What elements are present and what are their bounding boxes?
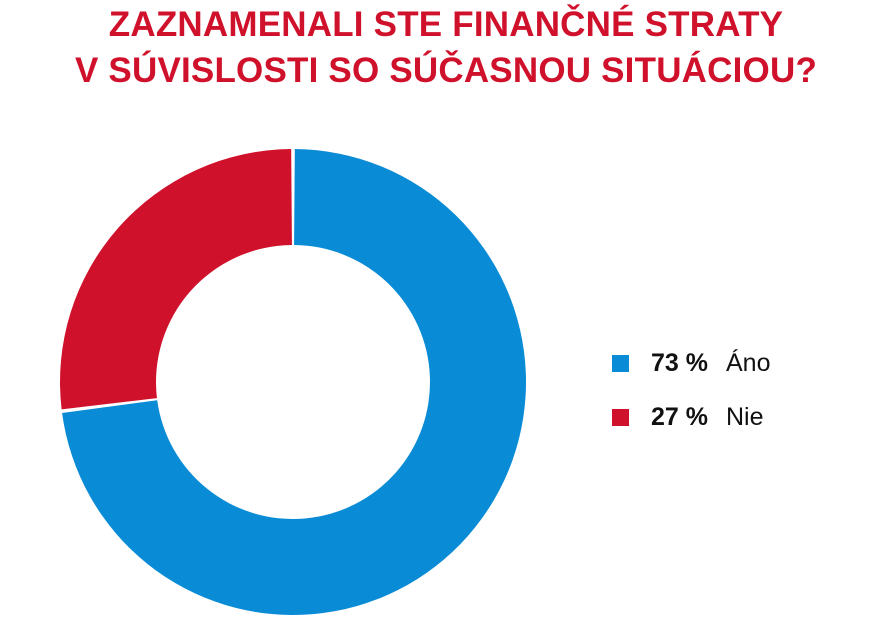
legend-label-ano: Áno bbox=[725, 348, 771, 377]
legend-value-ano: 73 % bbox=[651, 348, 708, 377]
legend-swatch-ano bbox=[612, 354, 629, 372]
chart-title-line-2: V SÚVISLOSTI SO SÚČASNOU SITUÁCIOU? bbox=[74, 51, 818, 90]
chart-title: ZAZNAMENALI STE FINANČNÉ STRATY V SÚVISL… bbox=[0, 2, 892, 94]
chart-title-line-1: ZAZNAMENALI STE FINANČNÉ STRATY bbox=[108, 5, 784, 44]
legend-item-nie: 27 % Nie bbox=[612, 390, 770, 444]
donut-slice-ano bbox=[62, 149, 526, 615]
chart-legend: 73 % Áno 27 % Nie bbox=[612, 336, 770, 444]
legend-value-nie: 27 % bbox=[651, 402, 708, 431]
legend-label-nie: Nie bbox=[725, 402, 764, 431]
donut-slice-nie bbox=[60, 149, 292, 410]
legend-item-ano: 73 % Áno bbox=[612, 336, 770, 390]
legend-swatch-nie bbox=[612, 408, 629, 426]
